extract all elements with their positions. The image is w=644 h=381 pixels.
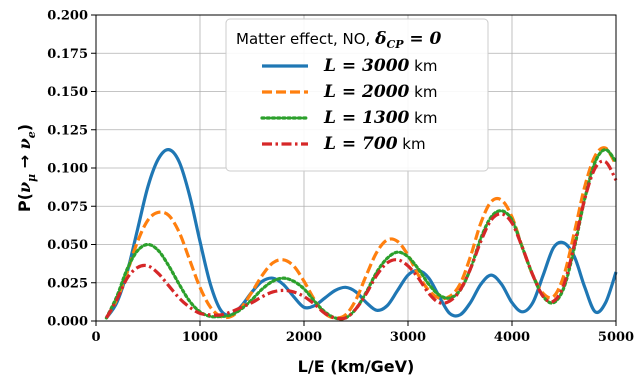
x-axis-ticks: 0 1000 2000 3000 4000 5000 — [91, 321, 634, 345]
x-tick-label: 2000 — [286, 330, 322, 345]
legend: Matter effect, NO, δCP = 0 L = 3000 kmL … — [225, 18, 489, 172]
x-tick-label: 0 — [91, 330, 100, 345]
y-tick-label: 0.200 — [47, 9, 88, 24]
y-tick-label: 0.175 — [47, 47, 88, 62]
series-line-0 — [105, 148, 618, 319]
y-tick-label: 0.025 — [47, 276, 88, 291]
x-tick-label: 5000 — [598, 330, 634, 345]
y-axis-ticks: 0.000 0.025 0.050 0.075 0.100 0.125 0.150 0.175… — [47, 9, 96, 330]
legend-entries: L = 3000 km L = 2000 km L = 1300 km L = 700… — [260, 56, 437, 154]
legend-box — [225, 18, 489, 172]
series-lines — [104, 146, 618, 321]
x-tick-label: 3000 — [390, 330, 426, 345]
y-tick-label: 0.075 — [47, 200, 88, 215]
y-tick-label: 0.125 — [47, 123, 88, 138]
legend-label-2: L = 1300 km — [323, 108, 437, 128]
legend-label-1: L = 2000 km — [323, 82, 437, 102]
y-tick-label: 0.000 — [47, 315, 88, 330]
x-tick-label: 4000 — [494, 330, 530, 345]
y-tick-label: 0.050 — [47, 238, 88, 253]
legend-title: Matter effect, NO, δCP = 0 — [236, 29, 442, 51]
y-tick-label: 0.150 — [47, 85, 88, 100]
x-axis-label: L/E (km/GeV) — [298, 357, 415, 376]
legend-label-0: L = 3000 km — [323, 56, 437, 76]
legend-label-3: L = 700 km — [323, 134, 426, 154]
x-tick-label: 1000 — [182, 330, 218, 345]
series-line-3 — [105, 159, 618, 321]
y-axis-label: P(νμ → νe) — [15, 124, 38, 212]
y-tick-label: 0.100 — [47, 162, 88, 177]
